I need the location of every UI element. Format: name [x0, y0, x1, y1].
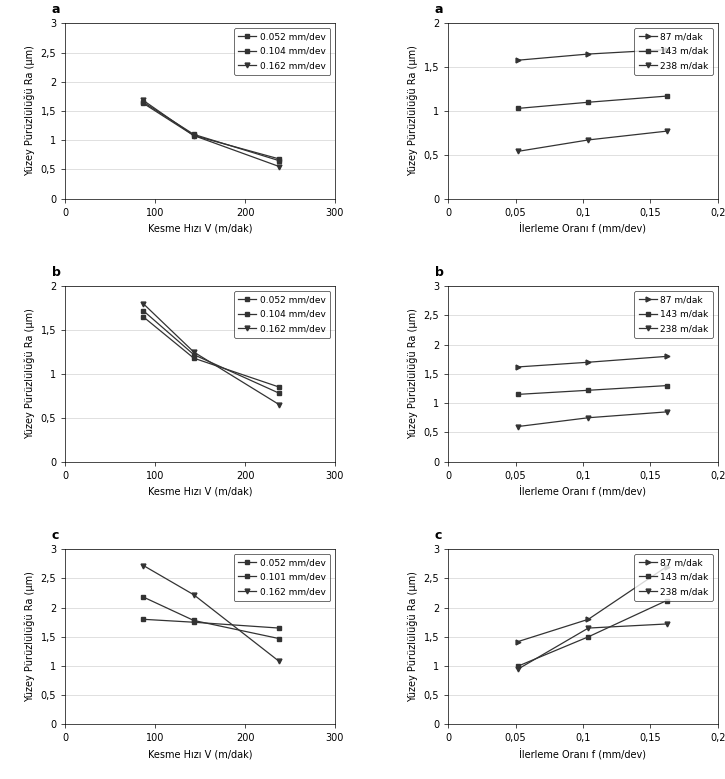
238 m/dak	[662, 619, 671, 629]
0.162 mm/dev	[275, 400, 283, 409]
0.162 mm/dev	[275, 657, 283, 666]
Legend: 0.052 mm/dev, 0.101 mm/dev, 0.162 mm/dev: 0.052 mm/dev, 0.101 mm/dev, 0.162 mm/dev	[233, 554, 331, 601]
Text: c: c	[435, 529, 442, 542]
0.162 mm/dev	[189, 590, 198, 600]
0.104 mm/dev	[189, 129, 198, 139]
0.101 mm/dev	[275, 634, 283, 643]
143 m/dak	[514, 390, 523, 399]
238 m/dak	[662, 407, 671, 417]
0.052 mm/dev	[189, 354, 198, 363]
0.104 mm/dev	[139, 306, 148, 315]
238 m/dak	[514, 664, 523, 674]
Line: 0.052 mm/dev: 0.052 mm/dev	[141, 101, 281, 161]
Line: 87 m/dak: 87 m/dak	[515, 354, 669, 369]
Line: 143 m/dak: 143 m/dak	[515, 383, 669, 397]
87 m/dak	[584, 49, 592, 58]
X-axis label: Kesme Hızı V (m/dak): Kesme Hızı V (m/dak)	[148, 749, 252, 759]
0.104 mm/dev	[275, 156, 283, 165]
0.101 mm/dev	[189, 616, 198, 626]
Y-axis label: Yüzey Pürüzlülüğü Ra (µm): Yüzey Pürüzlülüğü Ra (µm)	[25, 45, 35, 177]
Line: 238 m/dak: 238 m/dak	[515, 129, 669, 153]
Line: 143 m/dak: 143 m/dak	[515, 598, 669, 668]
238 m/dak	[584, 413, 592, 422]
Text: a: a	[435, 3, 443, 16]
0.052 mm/dev	[139, 615, 148, 624]
Line: 0.162 mm/dev: 0.162 mm/dev	[141, 563, 281, 664]
0.052 mm/dev	[189, 618, 198, 627]
Y-axis label: Yüzey Pürüzlülüğü Ra (µm): Yüzey Pürüzlülüğü Ra (µm)	[25, 308, 36, 439]
0.162 mm/dev	[189, 347, 198, 357]
87 m/dak	[514, 637, 523, 647]
0.162 mm/dev	[139, 299, 148, 308]
143 m/dak	[662, 596, 671, 605]
Text: c: c	[51, 529, 59, 542]
143 m/dak	[662, 381, 671, 390]
143 m/dak	[662, 91, 671, 100]
Line: 0.052 mm/dev: 0.052 mm/dev	[141, 315, 281, 390]
Line: 238 m/dak: 238 m/dak	[515, 410, 669, 429]
Line: 0.052 mm/dev: 0.052 mm/dev	[141, 617, 281, 630]
0.162 mm/dev	[275, 162, 283, 171]
Text: b: b	[435, 266, 444, 279]
X-axis label: İlerleme Oranı f (mm/dev): İlerleme Oranı f (mm/dev)	[519, 486, 647, 498]
X-axis label: Kesme Hızı V (m/dak): Kesme Hızı V (m/dak)	[148, 486, 252, 496]
87 m/dak	[514, 55, 523, 65]
X-axis label: İlerleme Oranı f (mm/dev): İlerleme Oranı f (mm/dev)	[519, 224, 647, 234]
87 m/dak	[662, 352, 671, 361]
0.104 mm/dev	[275, 389, 283, 398]
0.162 mm/dev	[189, 131, 198, 140]
Line: 0.101 mm/dev: 0.101 mm/dev	[141, 594, 281, 641]
0.052 mm/dev	[275, 154, 283, 164]
143 m/dak	[584, 97, 592, 107]
238 m/dak	[584, 136, 592, 145]
0.052 mm/dev	[139, 312, 148, 322]
Y-axis label: Yüzey Pürüzlülüğü Ra (µm): Yüzey Pürüzlülüğü Ra (µm)	[407, 45, 418, 177]
0.162 mm/dev	[139, 561, 148, 570]
Line: 0.162 mm/dev: 0.162 mm/dev	[141, 301, 281, 407]
Legend: 87 m/dak, 143 m/dak, 238 m/dak: 87 m/dak, 143 m/dak, 238 m/dak	[634, 28, 713, 75]
0.101 mm/dev	[139, 593, 148, 602]
X-axis label: Kesme Hızı V (m/dak): Kesme Hızı V (m/dak)	[148, 224, 252, 233]
0.104 mm/dev	[139, 97, 148, 107]
143 m/dak	[584, 633, 592, 642]
143 m/dak	[514, 104, 523, 113]
0.104 mm/dev	[189, 350, 198, 359]
238 m/dak	[514, 146, 523, 156]
Y-axis label: Yüzey Pürüzlülüğü Ra (µm): Yüzey Pürüzlülüğü Ra (µm)	[407, 308, 418, 439]
Y-axis label: Yüzey Pürüzlülüğü Ra (µm): Yüzey Pürüzlülüğü Ra (µm)	[407, 571, 418, 703]
Legend: 0.052 mm/dev, 0.104 mm/dev, 0.162 mm/dev: 0.052 mm/dev, 0.104 mm/dev, 0.162 mm/dev	[233, 291, 331, 337]
0.052 mm/dev	[139, 99, 148, 108]
143 m/dak	[514, 661, 523, 671]
Line: 0.162 mm/dev: 0.162 mm/dev	[141, 98, 281, 169]
87 m/dak	[584, 615, 592, 624]
238 m/dak	[514, 422, 523, 432]
Line: 87 m/dak: 87 m/dak	[515, 564, 669, 644]
0.052 mm/dev	[275, 382, 283, 392]
Legend: 87 m/dak, 143 m/dak, 238 m/dak: 87 m/dak, 143 m/dak, 238 m/dak	[634, 554, 713, 601]
87 m/dak	[514, 362, 523, 372]
Line: 0.104 mm/dev: 0.104 mm/dev	[141, 100, 281, 163]
0.052 mm/dev	[189, 131, 198, 140]
Legend: 0.052 mm/dev, 0.104 mm/dev, 0.162 mm/dev: 0.052 mm/dev, 0.104 mm/dev, 0.162 mm/dev	[233, 28, 331, 75]
87 m/dak	[584, 358, 592, 367]
87 m/dak	[662, 45, 671, 55]
Line: 87 m/dak: 87 m/dak	[515, 48, 669, 62]
143 m/dak	[584, 386, 592, 395]
0.162 mm/dev	[139, 96, 148, 105]
87 m/dak	[662, 562, 671, 572]
Text: a: a	[51, 3, 60, 16]
0.052 mm/dev	[275, 623, 283, 633]
Line: 143 m/dak: 143 m/dak	[515, 93, 669, 111]
Y-axis label: Yüzey Pürüzlülüğü Ra (µm): Yüzey Pürüzlülüğü Ra (µm)	[25, 571, 35, 703]
Line: 0.104 mm/dev: 0.104 mm/dev	[141, 308, 281, 396]
Text: b: b	[51, 266, 61, 279]
Line: 238 m/dak: 238 m/dak	[515, 622, 669, 671]
238 m/dak	[662, 126, 671, 136]
Legend: 87 m/dak, 143 m/dak, 238 m/dak: 87 m/dak, 143 m/dak, 238 m/dak	[634, 291, 713, 337]
238 m/dak	[584, 623, 592, 633]
X-axis label: İlerleme Oranı f (mm/dev): İlerleme Oranı f (mm/dev)	[519, 749, 647, 760]
